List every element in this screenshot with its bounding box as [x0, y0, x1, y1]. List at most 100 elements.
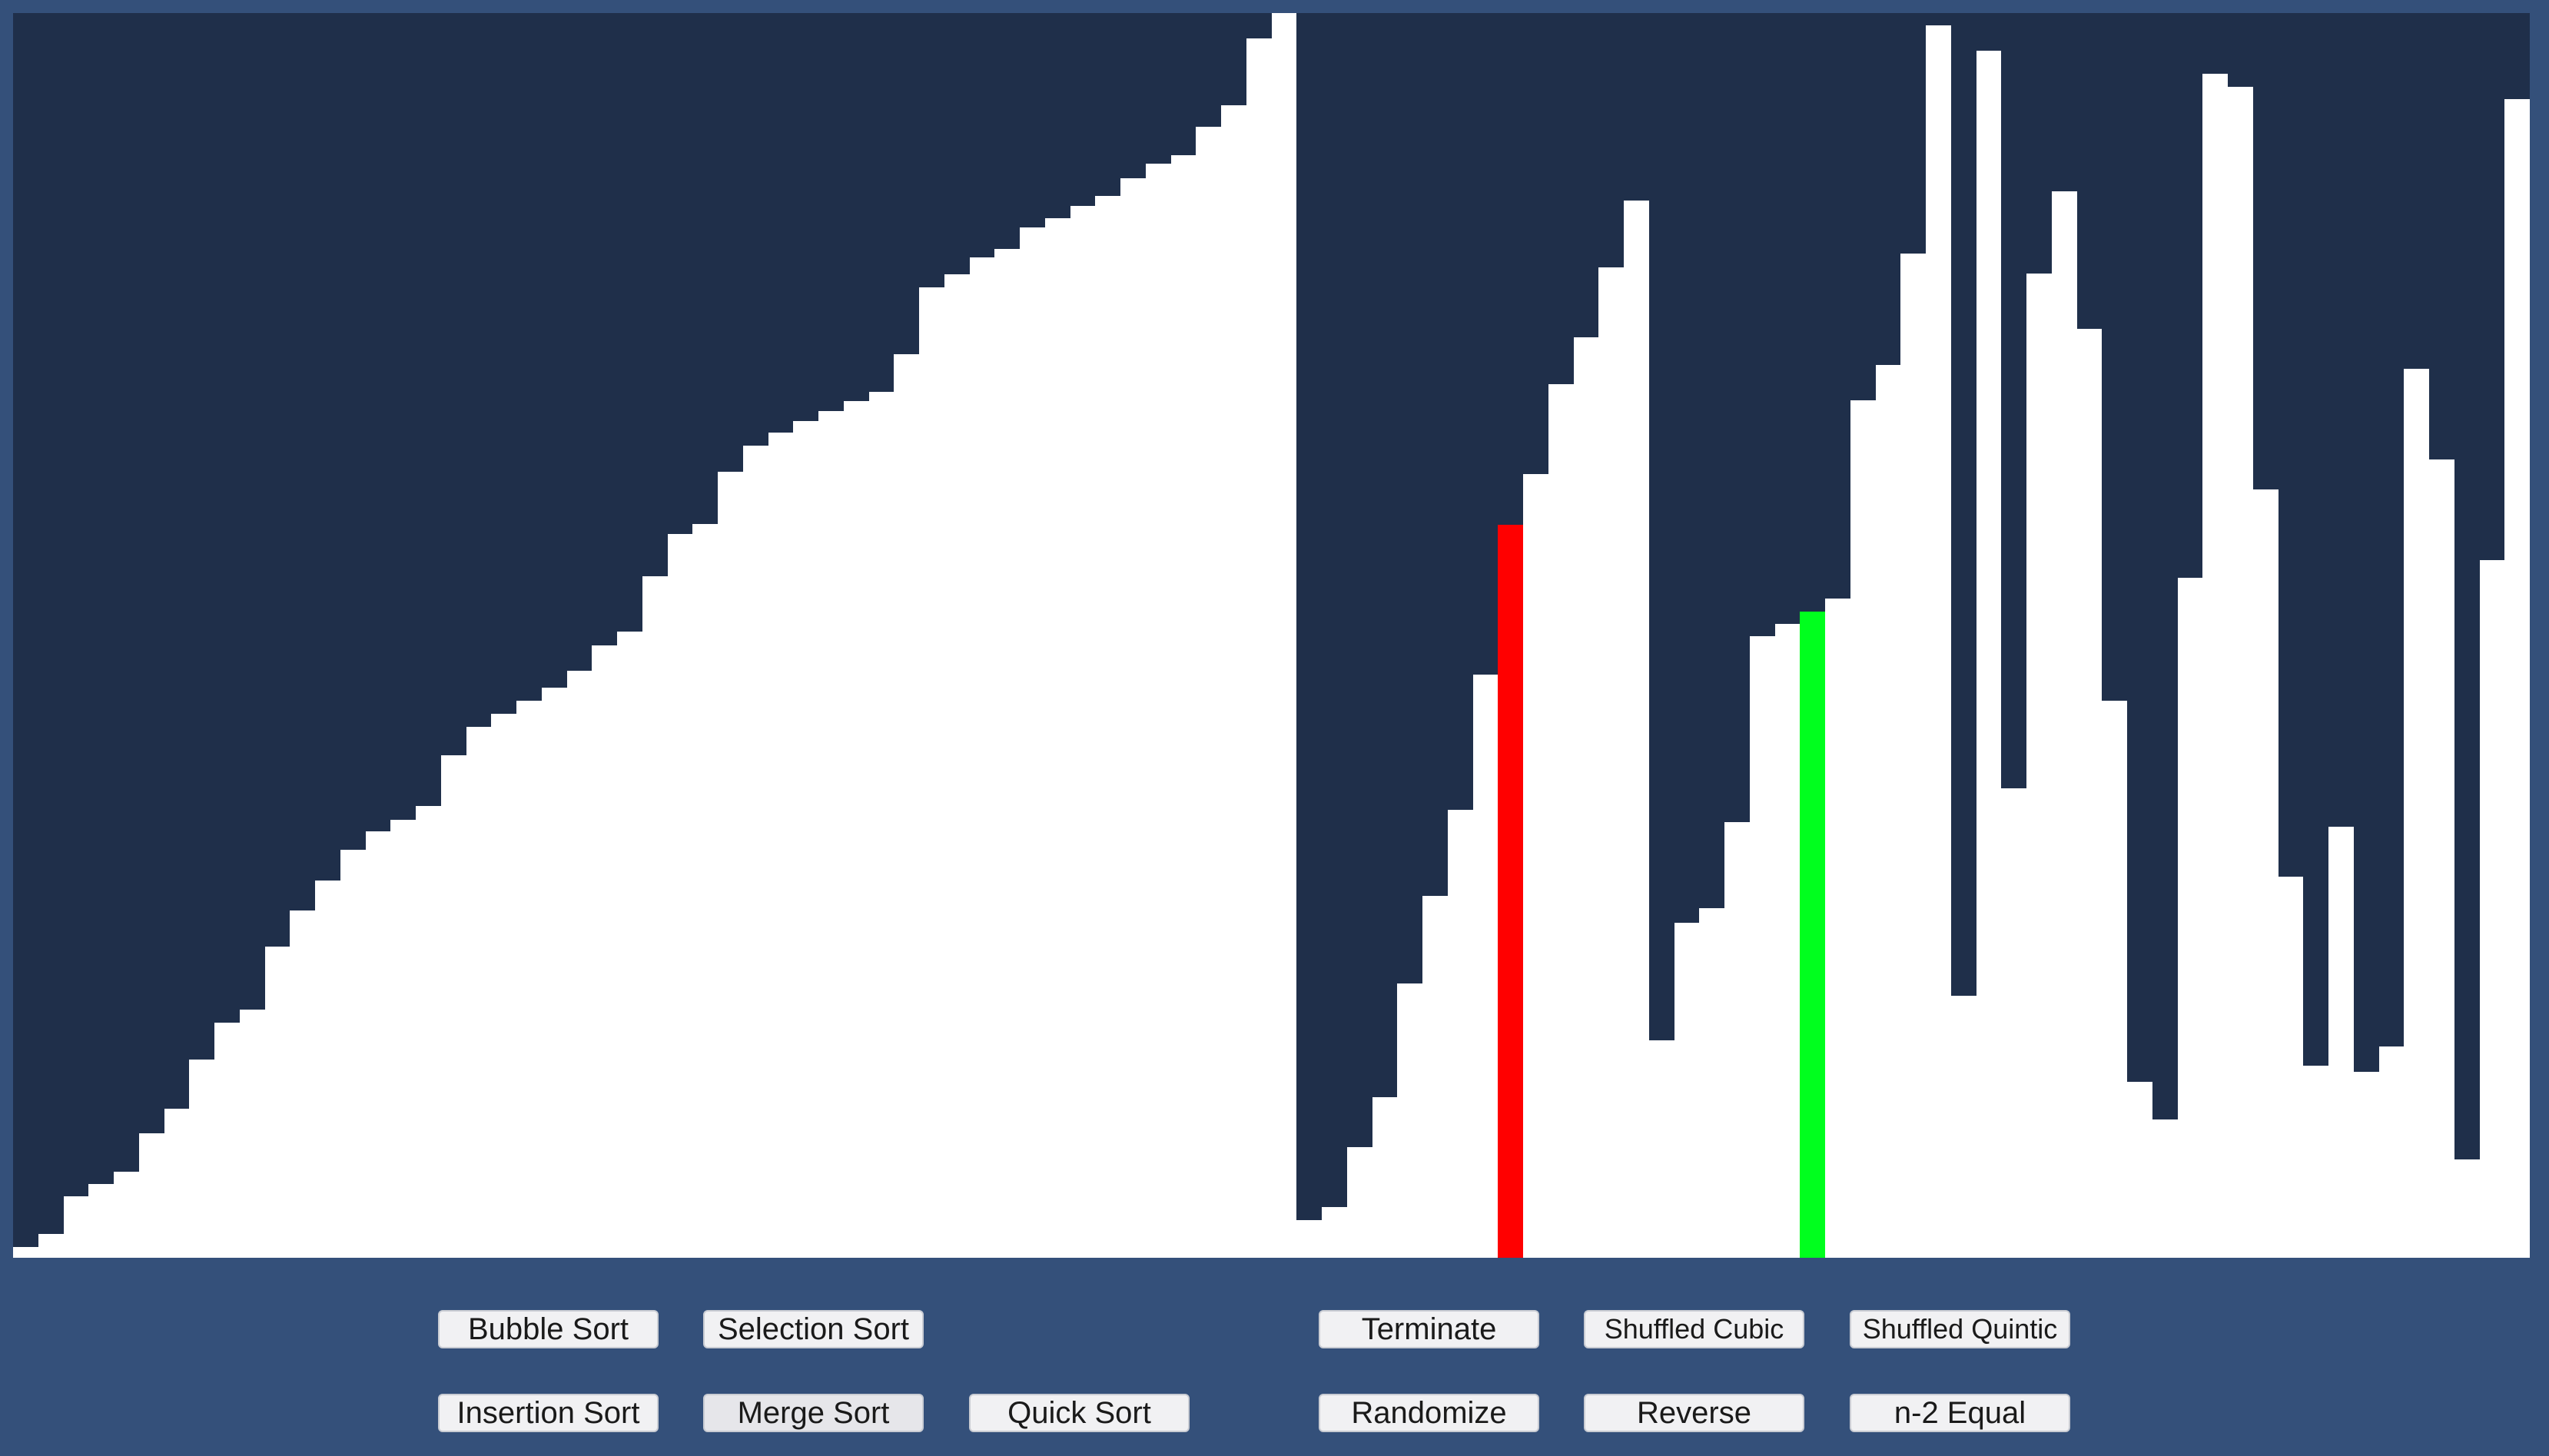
bar: [214, 1023, 240, 1258]
bar: [2480, 560, 2504, 1258]
bar: [2152, 1119, 2178, 1258]
bar: [516, 701, 542, 1258]
bar: [38, 1234, 64, 1258]
bar: [2504, 99, 2530, 1258]
bar: [114, 1172, 139, 1258]
selection-sort-button[interactable]: Selection Sort: [703, 1310, 924, 1348]
bar: [1850, 400, 1876, 1258]
bar: [13, 1247, 38, 1258]
bar: [1020, 227, 1045, 1258]
bar: [1574, 337, 1598, 1258]
bar: [2178, 578, 2202, 1258]
quick-sort-button[interactable]: Quick Sort: [969, 1394, 1190, 1432]
bar: [2102, 701, 2127, 1258]
merge-sort-button[interactable]: Merge Sort: [703, 1394, 924, 1432]
bar: [1146, 164, 1171, 1258]
bar: [1926, 25, 1951, 1258]
shuffled-quintic-button[interactable]: Shuffled Quintic: [1850, 1310, 2070, 1348]
bar: [768, 433, 793, 1258]
bar: [567, 671, 592, 1258]
bar: [366, 831, 390, 1258]
bar: [919, 287, 944, 1258]
bar: [64, 1196, 88, 1258]
bar: [1322, 1207, 1347, 1258]
bar: [2202, 74, 2228, 1258]
n-2-equal-button[interactable]: n-2 Equal: [1850, 1394, 2070, 1432]
bar: [139, 1133, 164, 1258]
bar-compare: [1498, 525, 1523, 1258]
bar: [1598, 267, 1624, 1258]
bar: [2454, 1159, 2480, 1258]
bar: [1624, 201, 1649, 1258]
bar: [793, 421, 818, 1258]
bar: [1221, 105, 1246, 1258]
insertion-sort-button[interactable]: Insertion Sort: [438, 1394, 659, 1432]
bar: [466, 727, 491, 1258]
bar: [1120, 178, 1146, 1258]
bar-pivot: [1800, 612, 1825, 1258]
bar: [1699, 908, 1724, 1258]
bar: [1448, 810, 1473, 1258]
bar: [1750, 636, 1775, 1258]
bar: [1976, 51, 2001, 1258]
bar: [718, 472, 743, 1258]
bar: [668, 534, 692, 1258]
bar: [2026, 274, 2052, 1258]
bar: [390, 820, 416, 1258]
bar: [1649, 1040, 1674, 1258]
bar: [2127, 1082, 2152, 1258]
bar: [290, 910, 315, 1258]
bar: [240, 1010, 265, 1258]
bar: [2253, 489, 2279, 1258]
bubble-sort-button[interactable]: Bubble Sort: [438, 1310, 659, 1348]
bar: [1171, 155, 1196, 1258]
bar: [1548, 384, 1574, 1258]
bar: [894, 354, 919, 1258]
terminate-button[interactable]: Terminate: [1319, 1310, 1539, 1348]
bar: [743, 446, 768, 1258]
bar: [2279, 877, 2303, 1258]
bar: [1347, 1147, 1372, 1258]
shuffled-cubic-button[interactable]: Shuffled Cubic: [1584, 1310, 1804, 1348]
reverse-button[interactable]: Reverse: [1584, 1394, 1804, 1432]
bar: [1473, 675, 1498, 1258]
bar: [340, 850, 366, 1258]
bar: [592, 645, 617, 1258]
bar: [1900, 254, 1926, 1258]
bar: [2052, 191, 2077, 1258]
bar: [189, 1060, 214, 1258]
bar: [1045, 218, 1070, 1258]
bar: [2429, 459, 2454, 1258]
bar: [818, 411, 844, 1258]
bar: [994, 249, 1020, 1258]
bar: [692, 524, 718, 1258]
bar: [265, 947, 290, 1258]
bar: [1070, 206, 1095, 1258]
bar: [2379, 1046, 2404, 1258]
bar: [2303, 1066, 2328, 1258]
bar: [944, 274, 970, 1258]
bar: [542, 688, 567, 1258]
bar: [315, 881, 340, 1258]
bar: [869, 392, 894, 1258]
bar: [1825, 599, 1850, 1258]
bar: [1523, 474, 1548, 1258]
bar: [164, 1109, 189, 1258]
bar: [1951, 996, 1976, 1258]
bar: [1372, 1097, 1397, 1258]
bar: [1674, 923, 1699, 1258]
bar: [1272, 13, 1296, 1258]
bar: [2228, 87, 2253, 1258]
bar: [2328, 827, 2354, 1258]
bar: [1724, 822, 1750, 1258]
randomize-button[interactable]: Randomize: [1319, 1394, 1539, 1432]
sorting-visualizer-canvas: [13, 13, 2530, 1258]
bar: [2354, 1072, 2379, 1258]
bar: [1397, 983, 1422, 1258]
bar: [2404, 369, 2429, 1258]
bar: [2077, 329, 2102, 1258]
bar: [1775, 624, 1800, 1258]
bar: [88, 1184, 114, 1258]
bar: [1296, 1220, 1322, 1258]
bar: [970, 257, 994, 1258]
